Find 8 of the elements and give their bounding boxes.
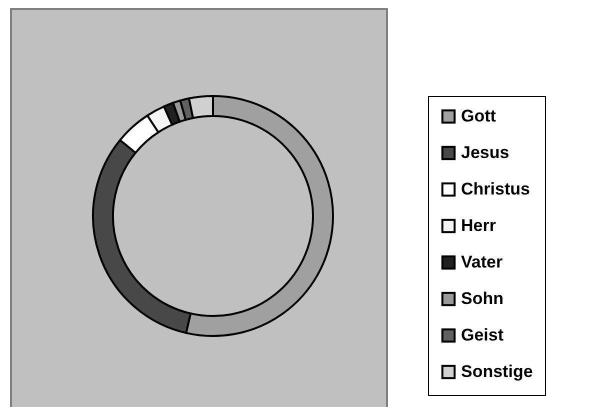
legend-label: Gott bbox=[461, 106, 496, 126]
legend-label: Herr bbox=[461, 216, 496, 235]
legend-label: Geist bbox=[461, 326, 504, 344]
legend-label: Vater bbox=[461, 252, 503, 272]
legend-label: Sonstige bbox=[461, 362, 533, 381]
legend-label: Christus bbox=[461, 180, 530, 198]
legend-label: Sohn bbox=[461, 289, 504, 308]
legend-label: Jesus bbox=[461, 143, 510, 162]
